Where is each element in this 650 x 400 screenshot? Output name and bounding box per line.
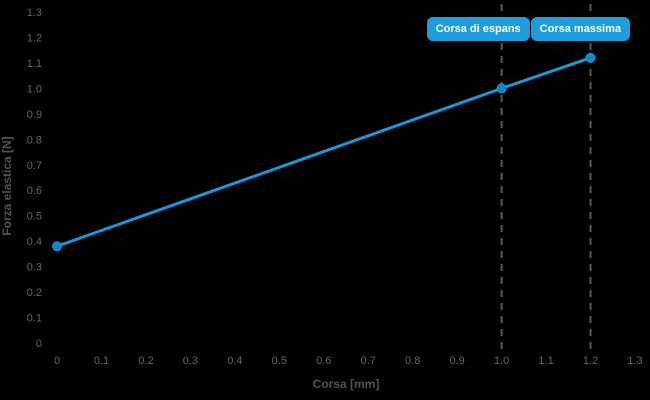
x-tick-label: 0.5 <box>272 355 287 367</box>
x-tick-label: 0.6 <box>316 355 331 367</box>
y-tick-label: 0.1 <box>27 313 42 325</box>
x-axis-label: Corsa [mm] <box>312 377 380 391</box>
annotation-chip-label: Corsa di espans <box>435 23 521 35</box>
data-point-marker <box>52 241 62 252</box>
data-point-marker <box>496 83 507 94</box>
annotation-chip-label: Corsa massima <box>539 23 621 35</box>
y-tick-label: 1.2 <box>27 32 42 44</box>
y-tick-label: 0.8 <box>27 134 42 146</box>
y-tick-label: 1.0 <box>27 83 42 95</box>
x-tick-label: 0.8 <box>405 355 420 367</box>
x-tick-label: 0.3 <box>183 355 198 367</box>
x-tick-label: 0.1 <box>94 355 109 367</box>
x-tick-label: 0.7 <box>361 355 376 367</box>
y-tick-label: 0.6 <box>27 185 42 197</box>
x-tick-label: 0 <box>54 355 60 367</box>
annotation-chip-corsa-espansione[interactable]: Corsa di espans <box>426 17 530 41</box>
threshold-labels-strip: Corsa di espans Corsa massima <box>426 17 630 41</box>
y-tick-label: 0.7 <box>27 160 42 172</box>
y-tick-label: 0.2 <box>27 287 42 299</box>
y-tick-label: 0.3 <box>27 262 42 274</box>
x-tick-label: 1.0 <box>494 355 509 367</box>
force-series-line <box>55 56 593 248</box>
y-axis-label: Forza elastica [N] <box>0 136 14 236</box>
y-tick-label: 1.3 <box>27 7 42 19</box>
x-tick-label: 1.1 <box>538 355 553 367</box>
x-tick-label: 0.4 <box>227 355 242 367</box>
y-tick-label: 0 <box>36 338 42 350</box>
x-tick-label: 0.9 <box>450 355 465 367</box>
x-tick-label: 1.3 <box>627 355 642 367</box>
y-tick-label: 0.5 <box>27 211 42 223</box>
annotation-chip-corsa-massima[interactable]: Corsa massima <box>530 17 630 41</box>
y-tick-label: 1.1 <box>27 58 42 70</box>
y-tick-label: 0.4 <box>27 236 42 248</box>
y-tick-label: 0.9 <box>27 109 42 121</box>
x-tick-label: 1.2 <box>583 355 598 367</box>
data-point-marker <box>585 52 596 63</box>
x-tick-label: 0.2 <box>138 355 153 367</box>
